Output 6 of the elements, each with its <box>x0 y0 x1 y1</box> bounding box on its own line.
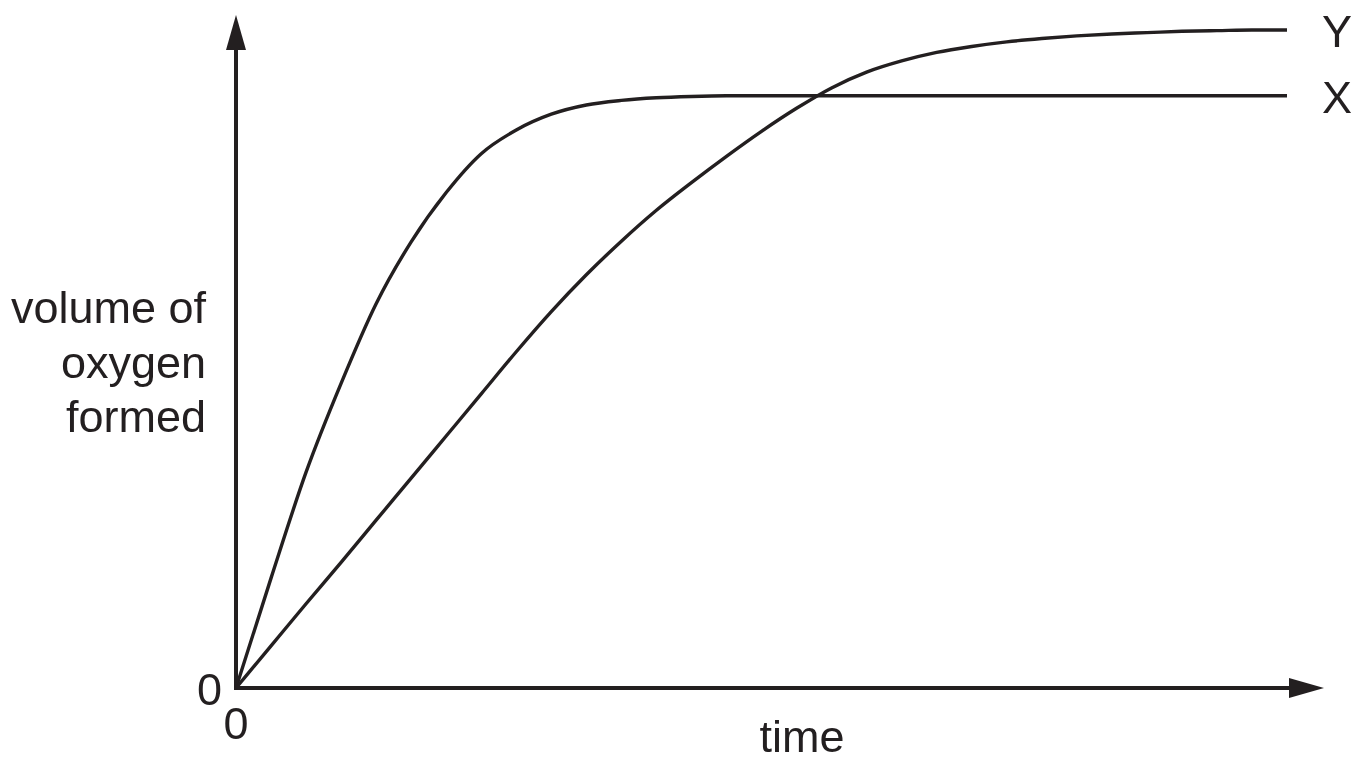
y-axis-title: volume of oxygen formed <box>10 282 207 442</box>
text: 0 <box>223 698 249 749</box>
series-label: X <box>1322 71 1353 123</box>
x-axis-title: time <box>759 711 845 762</box>
series-label: Y <box>1322 6 1353 57</box>
text: 0 <box>196 664 222 715</box>
